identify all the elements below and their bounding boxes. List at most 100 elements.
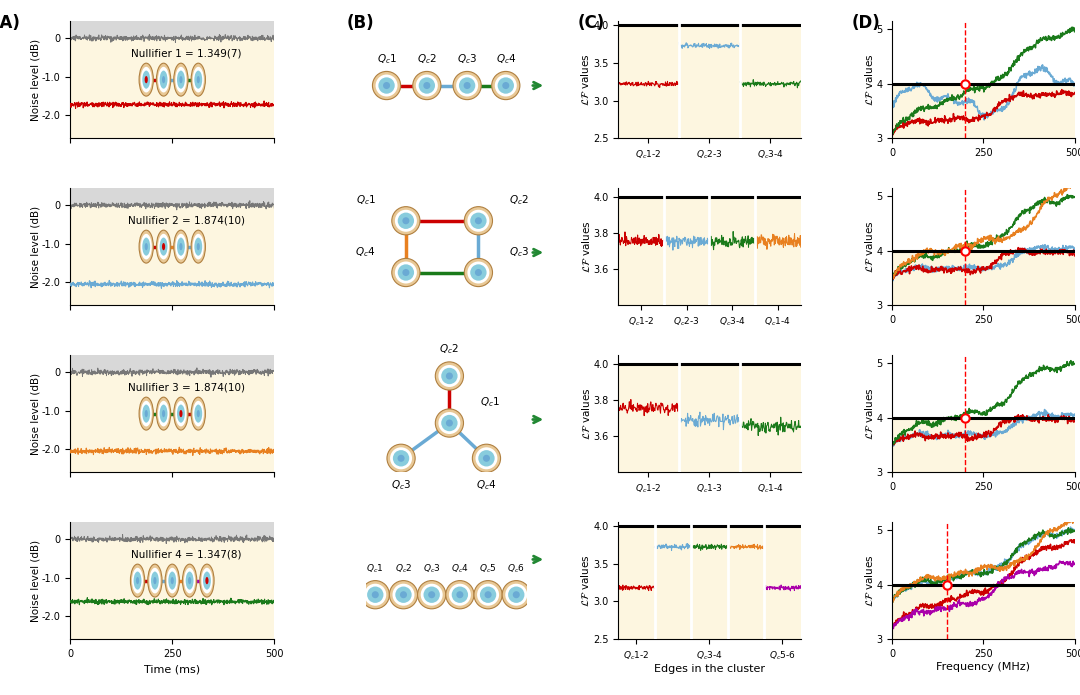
Y-axis label: $\mathcal{LF}$ values: $\mathcal{LF}$ values (580, 387, 592, 440)
Ellipse shape (143, 71, 150, 89)
Ellipse shape (390, 580, 418, 609)
Text: $Q_c$5: $Q_c$5 (480, 562, 497, 575)
Ellipse shape (468, 210, 489, 231)
Ellipse shape (158, 67, 170, 92)
Text: Nullifier 2 = 1.874(10): Nullifier 2 = 1.874(10) (129, 215, 245, 226)
Ellipse shape (174, 230, 188, 263)
Ellipse shape (470, 264, 487, 281)
Ellipse shape (373, 72, 401, 99)
Bar (70, 372, 274, 473)
Bar (618, 525, 800, 639)
Ellipse shape (160, 71, 167, 89)
Ellipse shape (502, 580, 530, 609)
Ellipse shape (508, 587, 525, 603)
Y-axis label: $\mathcal{LF}$ values: $\mathcal{LF}$ values (863, 387, 875, 440)
Ellipse shape (475, 448, 498, 469)
Ellipse shape (513, 591, 519, 598)
Ellipse shape (148, 564, 162, 597)
Ellipse shape (453, 72, 482, 99)
Ellipse shape (175, 401, 187, 427)
Ellipse shape (157, 63, 171, 96)
Ellipse shape (446, 580, 474, 609)
Ellipse shape (139, 397, 153, 430)
Text: $Q_c$3: $Q_c$3 (422, 562, 441, 575)
Text: Nullifier 1 = 1.349(7): Nullifier 1 = 1.349(7) (132, 49, 242, 59)
Ellipse shape (160, 404, 167, 423)
Text: (B): (B) (347, 14, 374, 32)
Ellipse shape (183, 564, 197, 597)
Ellipse shape (446, 373, 453, 379)
Ellipse shape (179, 243, 183, 250)
Ellipse shape (464, 206, 492, 235)
Ellipse shape (463, 82, 471, 89)
Y-axis label: $\mathcal{LF}$ values: $\mathcal{LF}$ values (863, 555, 875, 607)
Ellipse shape (188, 577, 191, 584)
Ellipse shape (162, 76, 165, 83)
Y-axis label: Noise level (dB): Noise level (dB) (30, 39, 40, 121)
Ellipse shape (456, 74, 478, 97)
Ellipse shape (472, 444, 500, 473)
Ellipse shape (403, 269, 409, 276)
Ellipse shape (200, 564, 214, 597)
Ellipse shape (400, 591, 407, 598)
Ellipse shape (192, 67, 204, 92)
Bar (618, 24, 800, 138)
Ellipse shape (397, 213, 414, 229)
Text: $Q_c$4: $Q_c$4 (476, 478, 497, 492)
Ellipse shape (498, 77, 514, 94)
Ellipse shape (145, 243, 148, 250)
Bar (70, 38, 274, 138)
Ellipse shape (470, 213, 487, 229)
Ellipse shape (502, 82, 510, 89)
Ellipse shape (171, 577, 174, 584)
Ellipse shape (201, 568, 213, 594)
Ellipse shape (474, 580, 502, 609)
Ellipse shape (423, 587, 440, 603)
Ellipse shape (165, 564, 179, 597)
Ellipse shape (393, 450, 409, 466)
Ellipse shape (197, 243, 200, 250)
Ellipse shape (194, 238, 202, 256)
Bar (70, 205, 274, 305)
Bar (70, 21, 274, 38)
Y-axis label: $\mathcal{LF}$ values: $\mathcal{LF}$ values (863, 54, 875, 106)
Text: $Q_c$6: $Q_c$6 (508, 562, 525, 575)
Ellipse shape (395, 210, 417, 231)
Ellipse shape (143, 404, 150, 423)
Ellipse shape (383, 82, 390, 89)
Bar (70, 188, 274, 205)
Ellipse shape (139, 230, 153, 263)
Ellipse shape (446, 420, 453, 427)
Y-axis label: Noise level (dB): Noise level (dB) (30, 539, 40, 621)
Text: $Q_c$3: $Q_c$3 (509, 245, 529, 259)
Ellipse shape (419, 77, 435, 94)
Ellipse shape (390, 448, 413, 469)
Ellipse shape (177, 238, 185, 256)
Ellipse shape (421, 584, 443, 606)
Text: $Q_c$4: $Q_c$4 (450, 562, 469, 575)
Bar (892, 418, 1075, 473)
Ellipse shape (179, 76, 183, 83)
Ellipse shape (483, 455, 490, 462)
Ellipse shape (464, 259, 492, 286)
Ellipse shape (495, 74, 517, 97)
Ellipse shape (416, 74, 437, 97)
Ellipse shape (372, 591, 379, 598)
Ellipse shape (162, 410, 165, 417)
Y-axis label: $\mathcal{LF}$ values: $\mathcal{LF}$ values (580, 220, 592, 273)
Ellipse shape (162, 243, 165, 250)
Ellipse shape (478, 450, 495, 466)
Ellipse shape (395, 261, 417, 284)
X-axis label: Time (ms): Time (ms) (145, 664, 200, 675)
Bar (70, 522, 274, 539)
Ellipse shape (139, 63, 153, 96)
Ellipse shape (166, 568, 178, 594)
Ellipse shape (157, 230, 171, 263)
Y-axis label: $\mathcal{LF}$ values: $\mathcal{LF}$ values (580, 555, 592, 607)
Ellipse shape (397, 455, 405, 462)
Text: $Q_c$4: $Q_c$4 (496, 51, 516, 65)
Ellipse shape (191, 230, 205, 263)
Text: $Q_c$3: $Q_c$3 (457, 51, 477, 65)
Y-axis label: $\mathcal{LF}$ values: $\mathcal{LF}$ values (580, 54, 592, 106)
Ellipse shape (387, 444, 415, 473)
